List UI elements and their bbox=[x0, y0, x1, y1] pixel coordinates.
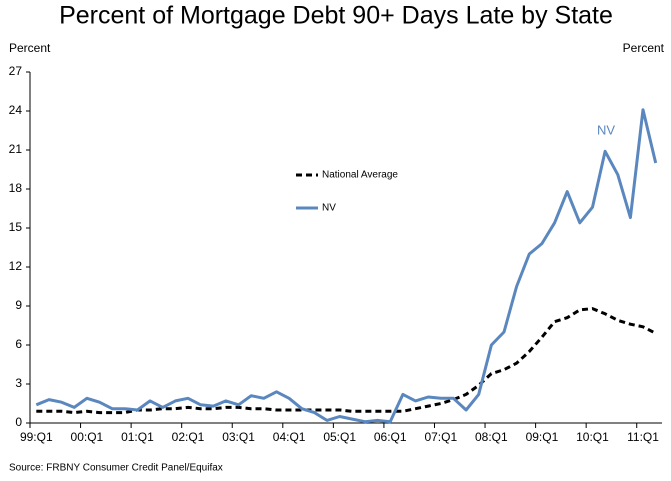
y-axis-label-right: Percent bbox=[623, 41, 665, 55]
chart-title: Percent of Mortgage Debt 90+ Days Late b… bbox=[59, 2, 613, 30]
x-tick-label: 04:Q1 bbox=[273, 430, 306, 444]
x-tick-label: 02:Q1 bbox=[172, 430, 205, 444]
y-tick-label: 24 bbox=[9, 103, 23, 117]
x-tick-label: 03:Q1 bbox=[222, 430, 255, 444]
x-tick-label: 07:Q1 bbox=[424, 430, 457, 444]
x-tick-label: 01:Q1 bbox=[121, 430, 154, 444]
x-tick-label: 08:Q1 bbox=[475, 430, 508, 444]
data-line bbox=[35, 108, 658, 424]
y-tick-label: 15 bbox=[9, 220, 23, 234]
x-tick-label: 06:Q1 bbox=[374, 430, 407, 444]
x-tick-label: 00:Q1 bbox=[71, 430, 104, 444]
y-tick-label: 0 bbox=[15, 415, 22, 429]
y-tick-label: 3 bbox=[15, 376, 22, 390]
x-tick-label: 05:Q1 bbox=[323, 430, 356, 444]
x-tick-label: 99:Q1 bbox=[20, 430, 53, 444]
legend-label: NV bbox=[322, 203, 336, 214]
y-tick-label: 6 bbox=[15, 337, 22, 351]
y-tick-label: 27 bbox=[9, 64, 23, 78]
x-tick-label: 11:Q1 bbox=[627, 430, 659, 444]
y-tick-label: 21 bbox=[9, 142, 23, 156]
source-note: Source: FRBNY Consumer Credit Panel/Equi… bbox=[9, 463, 223, 474]
legend-label: National Average bbox=[322, 170, 398, 181]
y-tick-label: 18 bbox=[9, 181, 23, 195]
annotation: NV bbox=[597, 122, 615, 137]
y-tick-label: 12 bbox=[9, 259, 23, 273]
x-tick-label: 09:Q1 bbox=[526, 430, 559, 444]
data-line bbox=[36, 307, 657, 415]
x-tick-label: 10:Q1 bbox=[576, 430, 609, 444]
y-axis-label-left: Percent bbox=[9, 41, 51, 55]
y-tick-label: 9 bbox=[15, 298, 22, 312]
